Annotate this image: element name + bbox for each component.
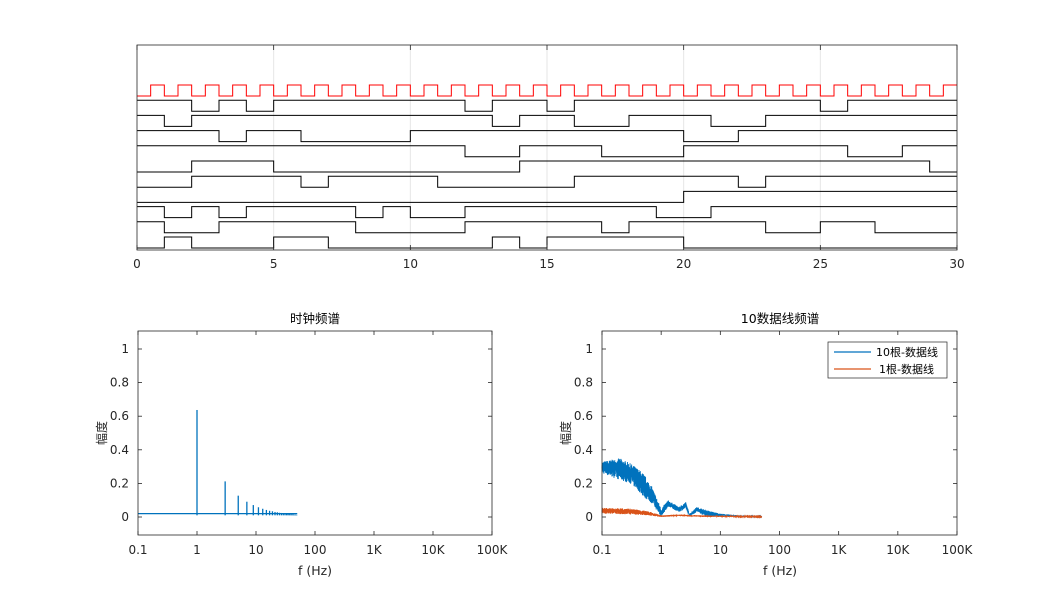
dataline-spectrum-y-tick-label: 0.6 (574, 409, 593, 423)
clock-spectrum-ticks: 0.1 1 10 100 1K 10K 100K 0 0.2 0.4 0.6 0.8 1 (110, 331, 509, 557)
dataline-spectrum-y-tick-label: 1 (585, 342, 593, 356)
data-line-signal (137, 175, 957, 188)
data-line-signal (137, 221, 957, 234)
clock-spectrum-chart: 0.1 1 10 100 1K 10K 100K 0 0.2 0.4 0.6 0.8 1 时钟频谱 f … (94, 311, 509, 578)
data-line-signal (137, 130, 957, 143)
timing-x-tick-label: 25 (813, 257, 828, 271)
legend-box (827, 341, 948, 379)
clock-spectrum-xlabel: f (Hz) (298, 563, 332, 578)
data-line-signal (137, 114, 957, 127)
data-line-signal (137, 160, 957, 173)
dataline-spectrum-x-tick-label: 100 (768, 543, 791, 557)
legend-label-1-line: 1根-数据线 (879, 362, 934, 376)
dataline-spectrum-x-tick-label: 1K (831, 543, 848, 557)
dataline-spectrum-x-tick-label: 10K (886, 543, 910, 557)
dataline-spectrum-y-tick-label: 0.2 (574, 476, 593, 490)
timing-x-tick-label: 30 (949, 257, 964, 271)
dataline-spectrum-xlabel: f (Hz) (763, 563, 797, 578)
data-line-signal (137, 145, 957, 158)
dataline-spectrum-series-1 (601, 507, 763, 519)
clock-spectrum-x-tick-label: 100K (477, 543, 509, 557)
dataline-spectrum-x-tick-label: 100K (942, 543, 974, 557)
clock-spectrum-axes-background (138, 331, 492, 535)
timing-chart: 0 5 10 15 20 25 30 (133, 44, 965, 271)
clock-spectrum-x-tick-label: 100 (304, 543, 327, 557)
clock-spectrum-axes-box (137, 330, 493, 536)
dataline-spectrum-y-tick-label: 0.8 (574, 376, 593, 390)
clock-spectrum-title: 时钟频谱 (290, 311, 340, 326)
dataline-spectrum-x-tick-label: 10 (713, 543, 728, 557)
data-line-signal (137, 206, 957, 219)
clock-spectrum-y-tick-label: 0.6 (110, 409, 129, 423)
legend-label-10-lines: 10根-数据线 (876, 345, 938, 359)
dataline-spectrum-title: 10数据线频谱 (741, 311, 819, 326)
clock-signal (137, 84, 957, 97)
timing-axes-box (136, 44, 958, 251)
clock-spectrum-y-tick-label: 0.2 (110, 476, 129, 490)
dataline-spectrum-y-tick-label: 0.4 (574, 443, 593, 457)
timing-x-tick-label: 20 (676, 257, 691, 271)
clock-spectrum-data (138, 409, 298, 516)
dataline-spectrum-axes-box (601, 330, 958, 536)
clock-spectrum-x-tick-label: 1 (193, 543, 201, 557)
timing-x-tick-label: 15 (539, 257, 554, 271)
clock-spectrum-x-tick-label: 10K (421, 543, 445, 557)
clock-spectrum-ylabel: 幅度 (94, 421, 109, 445)
clock-spectrum-x-tick-label: 1K (366, 543, 383, 557)
timing-signals (137, 84, 957, 249)
clock-spectrum-y-tick-label: 0.8 (110, 376, 129, 390)
dataline-spectrum-x-tick-label: 0.1 (592, 543, 611, 557)
timing-x-tick-label: 0 (133, 257, 141, 271)
dataline-spectrum-chart: 0.1 1 10 100 1K 10K 100K 0 0.2 0.4 0.6 0.8 1 10数据线频谱… (558, 311, 974, 578)
clock-spectrum-y-tick-label: 0.4 (110, 443, 129, 457)
legend: 10根-数据线 1根-数据线 (827, 341, 948, 379)
clock-spectrum-y-tick-label: 0 (121, 510, 129, 524)
clock-spectrum-y-tick-label: 1 (121, 342, 129, 356)
data-line-signal (137, 190, 957, 203)
timing-x-tick-label: 5 (270, 257, 278, 271)
dataline-spectrum-ticks: 0.1 1 10 100 1K 10K 100K 0 0.2 0.4 0.6 0.8 1 (574, 331, 974, 557)
dataline-spectrum-ylabel: 幅度 (558, 421, 573, 445)
data-line-signal (137, 99, 957, 112)
dataline-spectrum-x-tick-label: 1 (657, 543, 665, 557)
data-line-signal (137, 236, 957, 249)
clock-spectrum-x-tick-label: 10 (248, 543, 263, 557)
timing-x-tick-label: 10 (403, 257, 418, 271)
dataline-spectrum-data (601, 458, 763, 519)
dataline-spectrum-y-tick-label: 0 (585, 510, 593, 524)
clock-spectrum-x-tick-label: 0.1 (128, 543, 147, 557)
